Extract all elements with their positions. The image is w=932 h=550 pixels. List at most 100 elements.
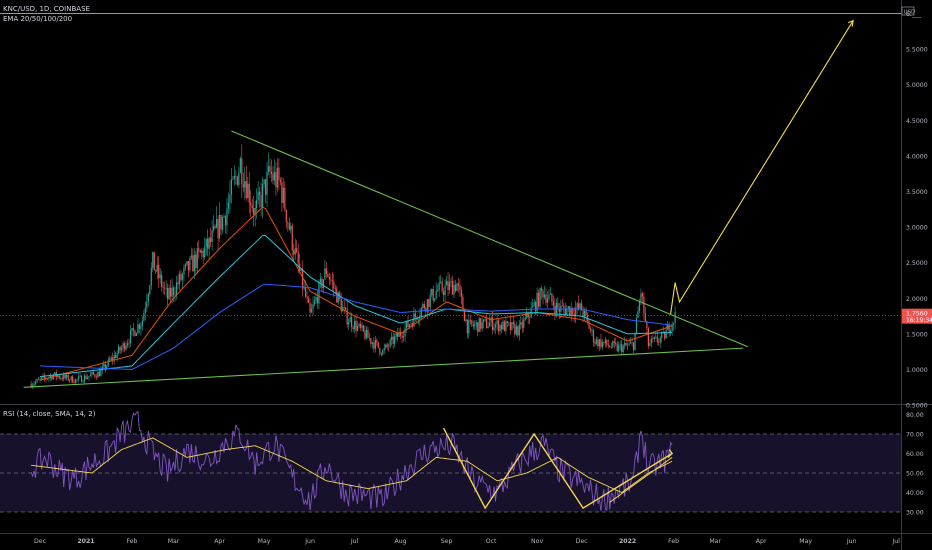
candle-body bbox=[303, 287, 305, 289]
candle-body bbox=[511, 322, 513, 330]
candle-body bbox=[365, 329, 368, 339]
candle-body bbox=[104, 364, 106, 369]
candle-body bbox=[61, 378, 63, 380]
rsi-zigzag-annotation[interactable] bbox=[442, 427, 674, 510]
candle-body bbox=[601, 342, 603, 348]
candle-body bbox=[388, 346, 390, 348]
candle-body bbox=[257, 191, 259, 201]
triangle-upper-trendline[interactable] bbox=[231, 130, 749, 348]
candle-body bbox=[377, 342, 379, 348]
candle-body bbox=[51, 375, 53, 380]
candle-body bbox=[361, 325, 363, 328]
candle-body bbox=[539, 288, 541, 307]
rsi-pane[interactable] bbox=[0, 410, 901, 513]
candle-body bbox=[291, 225, 293, 251]
candle-body bbox=[616, 343, 618, 351]
time-tick-label: Nov bbox=[531, 538, 543, 545]
candle-body bbox=[223, 216, 225, 218]
candle-body bbox=[627, 344, 629, 346]
time-tick-label: Jul bbox=[891, 538, 900, 545]
candle-body bbox=[46, 378, 49, 380]
candle-body bbox=[656, 336, 658, 343]
candle-body bbox=[226, 208, 228, 226]
candle-body bbox=[213, 226, 215, 231]
unit-badge[interactable] bbox=[901, 6, 915, 16]
candle-body bbox=[349, 317, 351, 323]
candle-body bbox=[392, 336, 394, 344]
candle-body bbox=[131, 328, 133, 331]
triangle-lower-trendline[interactable] bbox=[23, 347, 744, 388]
candle-body bbox=[263, 179, 265, 184]
candle-body bbox=[478, 318, 480, 332]
rsi-trendline[interactable] bbox=[609, 456, 673, 503]
candle-body bbox=[79, 375, 81, 377]
candle-body bbox=[487, 326, 489, 328]
rsi-legend: RSI (14, close, SMA, 14, 2) bbox=[3, 410, 96, 418]
candle-body bbox=[474, 324, 476, 327]
candle-body bbox=[144, 307, 146, 314]
candle-body bbox=[330, 279, 332, 281]
candle-body bbox=[486, 318, 488, 328]
candle-body bbox=[39, 378, 41, 380]
candle-body bbox=[149, 285, 151, 295]
ema-line bbox=[39, 283, 673, 371]
candle-body bbox=[555, 302, 557, 314]
candle-body bbox=[644, 313, 647, 322]
candle-body bbox=[282, 187, 284, 203]
price-tick-label: 1.0000 bbox=[906, 367, 928, 374]
candle-body bbox=[402, 336, 405, 338]
candle-body bbox=[408, 324, 411, 327]
candle-body bbox=[118, 346, 120, 354]
candle-body bbox=[305, 287, 307, 297]
candle-body bbox=[221, 217, 224, 230]
candle-body bbox=[662, 331, 664, 333]
candle-body bbox=[459, 285, 461, 291]
candle-body bbox=[435, 290, 437, 299]
candle-body bbox=[91, 372, 93, 375]
candle-body bbox=[508, 322, 510, 324]
candle-body bbox=[598, 339, 601, 347]
candle-body bbox=[112, 357, 114, 360]
candle-body bbox=[80, 375, 83, 383]
candle-body bbox=[545, 294, 547, 303]
candle-body bbox=[600, 339, 602, 348]
time-tick-label: Apr bbox=[756, 538, 767, 545]
candle-body bbox=[168, 287, 170, 300]
candle-body bbox=[172, 287, 175, 295]
candle-body bbox=[440, 281, 442, 283]
candle-body bbox=[134, 330, 136, 336]
candle-body bbox=[269, 166, 271, 172]
candle-body bbox=[641, 293, 644, 297]
candle-body bbox=[468, 320, 470, 334]
symbol-title: KNC/USD, 1D, COINBASE bbox=[3, 5, 90, 13]
candle-body bbox=[395, 332, 397, 337]
candle-body bbox=[141, 320, 143, 326]
candle-body bbox=[336, 288, 338, 303]
candle-body bbox=[551, 293, 553, 302]
candle-body bbox=[343, 307, 345, 308]
candle-body bbox=[477, 322, 479, 332]
price-tick-label: 0.5000 bbox=[906, 403, 928, 410]
candle-body bbox=[40, 377, 43, 379]
candle-body bbox=[410, 323, 412, 325]
candle-body bbox=[619, 344, 621, 346]
time-tick-label: Feb bbox=[127, 538, 138, 545]
candle-body bbox=[337, 292, 339, 303]
candle-body bbox=[389, 339, 391, 347]
candle-body bbox=[625, 343, 627, 346]
candle-body bbox=[281, 182, 283, 203]
candle-body bbox=[119, 346, 121, 351]
price-pane[interactable] bbox=[0, 12, 901, 389]
candle-body bbox=[115, 355, 117, 358]
candle-body bbox=[208, 237, 210, 249]
candle-body bbox=[224, 216, 227, 226]
projection-path[interactable] bbox=[670, 20, 854, 315]
candle-body bbox=[604, 339, 606, 344]
candle-body bbox=[647, 327, 649, 346]
candle-body bbox=[309, 302, 311, 313]
last-price-label: 1.7560 bbox=[906, 311, 928, 318]
candle-body bbox=[195, 254, 197, 268]
candle-body bbox=[367, 329, 369, 338]
candle-body bbox=[523, 319, 525, 328]
